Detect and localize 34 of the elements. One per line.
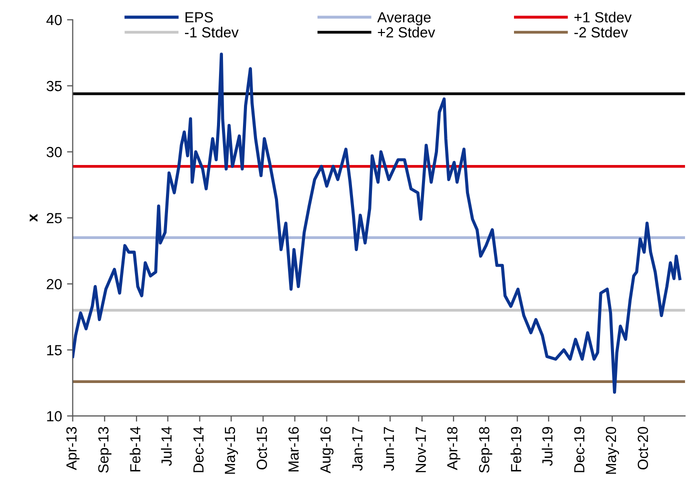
- x-tick-label: Apr-18: [447, 426, 460, 470]
- y-tick-label: 35: [46, 80, 62, 92]
- y-tick-label: 15: [47, 345, 62, 356]
- x-tick-label: Jul-19: [542, 427, 553, 466]
- x-tick-label: May-20: [606, 426, 620, 474]
- x-tick-label: Oct-15: [256, 426, 268, 470]
- x-tick-label: Aug-16: [320, 427, 334, 474]
- legend-label: Average: [377, 12, 431, 26]
- x-tick-label: Apr-13: [66, 427, 80, 470]
- x-tick-label: Dec-19: [574, 427, 584, 472]
- x-tick-label: Jun-17: [384, 427, 394, 471]
- x-tick-label: Feb-14: [130, 426, 140, 472]
- legend-label: -2 Stdev: [574, 26, 628, 38]
- x-tick-label: Jul-14: [161, 426, 172, 466]
- legend-label: EPS: [186, 12, 213, 22]
- y-tick-label: 40: [46, 14, 62, 26]
- x-tick-label: Feb-19: [510, 427, 522, 472]
- x-tick-label: Mar-16: [288, 427, 299, 472]
- x-tick-label: Sep-13: [98, 427, 112, 473]
- x-tick-label: May-15: [224, 426, 238, 474]
- legend-label: -1 Stdev: [185, 26, 239, 38]
- x-tick-label: Oct-20: [638, 426, 648, 470]
- y-tick-label: 25: [46, 212, 62, 224]
- x-tick-label: Nov-17: [416, 427, 426, 472]
- legend-label: +1 Stdev: [574, 12, 632, 22]
- x-tick-label: Sep-18: [479, 426, 492, 473]
- x-tick-label: Jan-17: [352, 427, 363, 471]
- y-tick-label: 10: [47, 411, 62, 422]
- legend-label: +2 Stdev: [378, 26, 436, 38]
- y-tick-label: 30: [46, 146, 62, 158]
- line-series: [72, 52, 682, 394]
- x-tick-label: Dec-14: [193, 426, 204, 472]
- y-axis-title: x: [30, 214, 38, 222]
- y-tick-label: 20: [46, 278, 62, 290]
